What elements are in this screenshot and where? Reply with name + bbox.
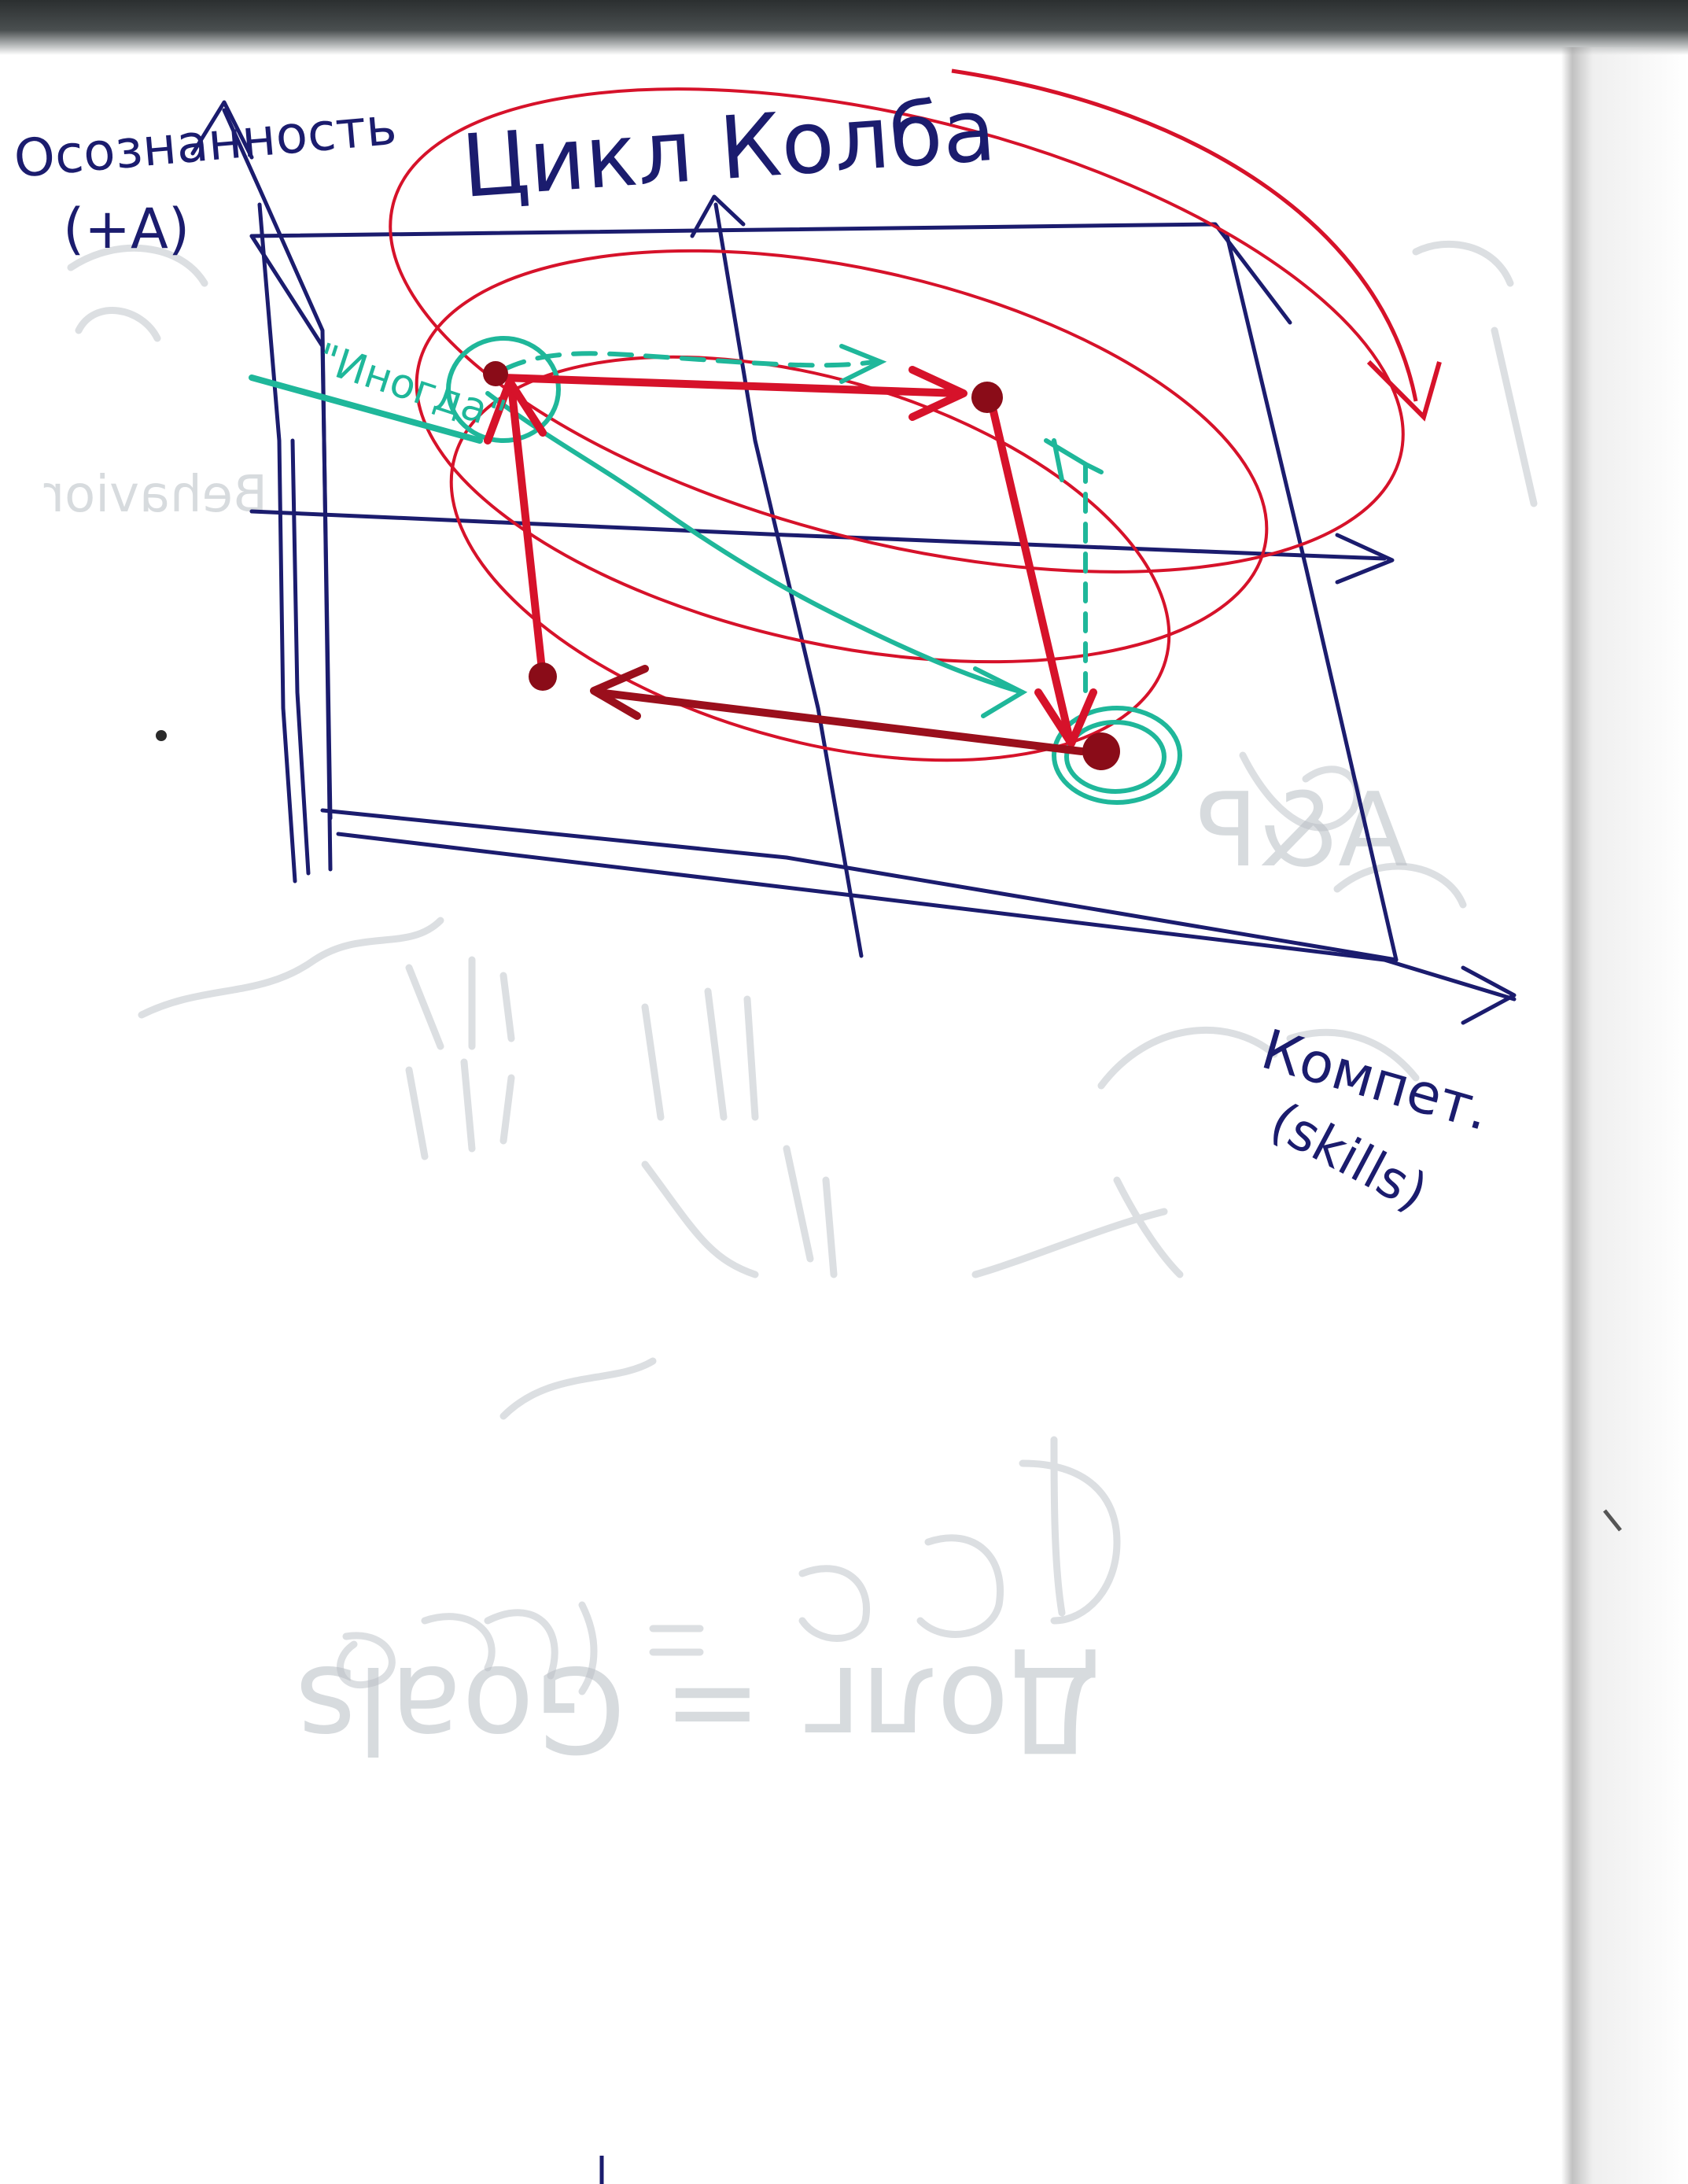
stray-mark	[1603, 1509, 1622, 1532]
teal-wavy-diagonal	[485, 391, 1025, 695]
teal-dashed-top	[501, 351, 875, 372]
ghost-text-goals: Долг = Goals	[296, 1640, 1101, 1776]
cycle-arrows	[484, 366, 1097, 755]
frame-axes	[190, 100, 1517, 1025]
diagram-title: Цикл Колба	[459, 79, 999, 217]
y-axis-marker: (+A)	[63, 197, 190, 261]
plane-top-edge	[249, 222, 1292, 325]
ghost-text-behavior: Behavior	[43, 466, 267, 524]
plane-right-edge	[1225, 234, 1399, 962]
x-axis-arrowhead	[1461, 965, 1517, 1025]
y-axis-label: Осознанность	[12, 96, 399, 190]
svg-text:Behavior: Behavior	[43, 466, 267, 524]
arrow-top	[499, 374, 964, 397]
ghost-marks	[67, 240, 1538, 1695]
stray-dot	[156, 730, 167, 741]
teal-arrow-left	[249, 374, 483, 444]
svg-text:A&P: A&P	[1196, 770, 1408, 890]
y-axis-arrowhead	[190, 100, 254, 160]
svg-text:Долг = Goals: Долг = Goals	[296, 1640, 1101, 1776]
cycle-nodes	[483, 361, 1120, 770]
teal-circle-bottom-right	[1052, 706, 1182, 805]
node-bottom-right	[1082, 732, 1120, 770]
teal-circle-top-left	[446, 336, 561, 443]
board-top-frame	[0, 0, 1688, 55]
cycle-spiral	[389, 68, 1442, 762]
spiral-outer-arrow	[951, 68, 1418, 402]
teal-path	[249, 336, 1182, 805]
x-axis-line	[336, 832, 1517, 1002]
plane-bottom-edge	[320, 808, 1399, 962]
plane-mid-horizontal	[249, 509, 1387, 561]
arrow-left	[507, 382, 547, 681]
node-bottom-left	[529, 662, 557, 691]
plane-mid-vertical	[713, 202, 864, 958]
board-right-edge-shadow	[1561, 47, 1688, 2184]
ghost-text-ap: A&P	[1196, 770, 1408, 890]
node-top-right	[971, 382, 1003, 413]
arrow-right	[987, 397, 1074, 743]
node-top-left	[483, 361, 508, 386]
arrow-bottom	[594, 688, 1085, 755]
